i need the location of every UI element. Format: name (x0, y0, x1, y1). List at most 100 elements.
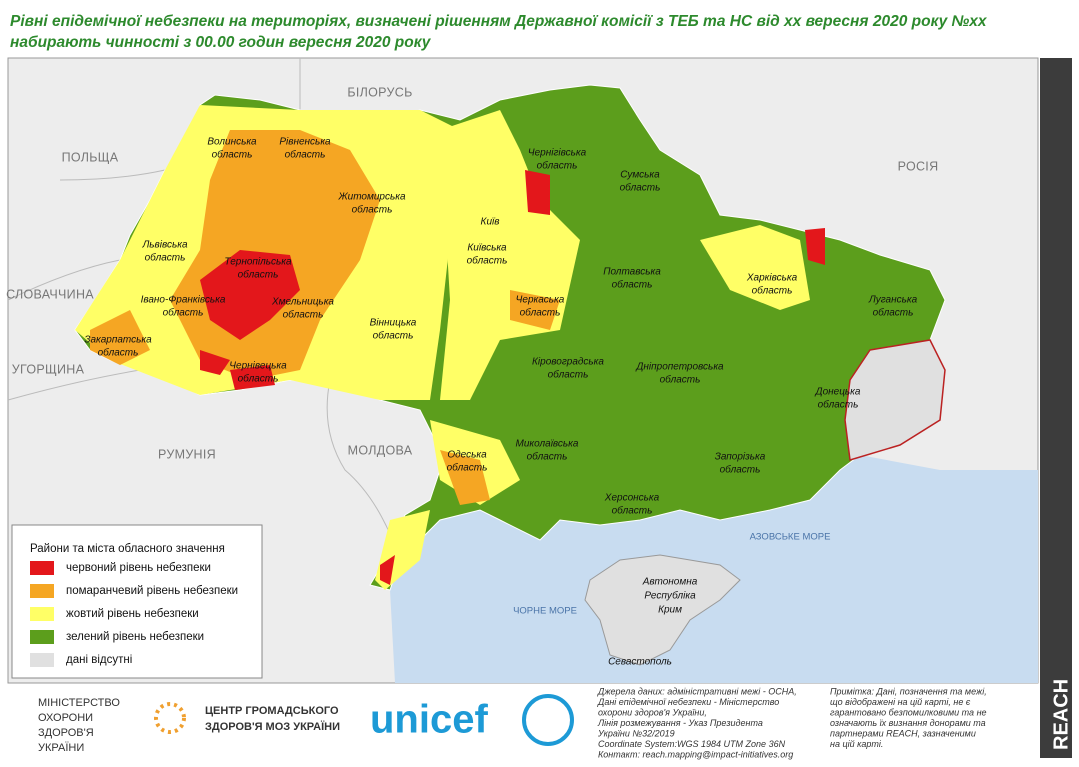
note-line: Примітка: Дані, позначення та межі, (830, 686, 987, 696)
legend-title: Райони та міста обласного значення (30, 543, 225, 555)
legend-label: червоний рівень небезпеки (66, 562, 211, 574)
moz-logo-text: ОХОРОНИ (38, 712, 93, 724)
region-type: область (163, 307, 204, 319)
country-label: БІЛОРУСЬ (347, 85, 412, 99)
region-type: область (612, 279, 653, 291)
region-name: Тернопільська (224, 257, 292, 268)
legend-box (11, 524, 263, 679)
unicef-emblem (522, 694, 574, 746)
legend-label: жовтий рівень небезпеки (66, 608, 199, 620)
region-name: Миколаївська (516, 439, 579, 450)
region-name: Дніпропетровська (635, 362, 724, 373)
legend: Райони та міста обласного значення черво… (11, 524, 263, 679)
region-name: Луганська (868, 295, 918, 306)
note-line: партнерами REACH, зазначеними (830, 728, 976, 738)
region-name: Закарпатська (84, 335, 152, 346)
moz-logo-text: МІНІСТЕРСТВО (38, 697, 120, 709)
country-label: РУМУНІЯ (158, 447, 216, 461)
phc-logo-text: ЦЕНТР ГРОМАДСЬКОГО (205, 705, 339, 717)
region-type: область (98, 347, 139, 359)
phc-logo-text: ЗДОРОВ'Я МОЗ УКРАЇНИ (205, 720, 340, 733)
source-line: охорони здоров'я України, (598, 707, 707, 717)
yellow-zone (700, 225, 810, 310)
region-type: область (818, 399, 859, 411)
source-line: України №32/2019 (597, 728, 675, 738)
region-name: Донецька (815, 387, 861, 398)
legend-swatch (30, 607, 54, 621)
moz-logo-text: ЗДОРОВ'Я (38, 727, 94, 739)
reach-strip (1040, 58, 1072, 758)
source-line: Джерела даних: адміністративні межі - OC… (597, 686, 797, 696)
country-label: ПОЛЬЩА (62, 150, 119, 164)
region-type: область (537, 160, 578, 172)
region-name: Волинська (207, 137, 257, 148)
region-type: область (352, 204, 393, 216)
sources: Джерела даних: адміністративні межі - OC… (597, 686, 797, 759)
region-type: область (467, 255, 508, 267)
region-type: область (238, 269, 279, 281)
reach-logo: REACH (1050, 679, 1072, 750)
legend-label: помаранчевий рівень небезпеки (66, 585, 238, 597)
city-label: Севастополь (608, 657, 672, 668)
region-type: область (373, 330, 414, 342)
region-name: Кіровоградська (532, 357, 604, 368)
crimea-label: Республіка (644, 590, 696, 602)
region-type: область (612, 505, 653, 517)
region-type: область (527, 451, 568, 463)
region-type: область (873, 307, 914, 319)
crimea (584, 554, 741, 666)
region-name: Рівненська (279, 137, 331, 148)
region-name: Сумська (620, 170, 660, 181)
region-type: область (283, 309, 324, 321)
region-name: Вінницька (370, 318, 417, 329)
region-name: Одеська (447, 450, 487, 461)
note-line: що відображені на цій карті, не є (830, 697, 971, 707)
country-label: МОЛДОВА (348, 443, 413, 457)
map-labels: БІЛОРУСЬ ПОЛЬЩА РОСІЯ СЛОВАЧЧИНА УГОРЩИНА РУМ… (6, 85, 938, 667)
yellow-zone (375, 420, 520, 590)
map: БІЛОРУСЬ ПОЛЬЩА РОСІЯ СЛОВАЧЧИНА УГОРЩИНА РУМ… (6, 57, 1039, 684)
footer: МІНІСТЕРСТВО ОХОРОНИ ЗДОРОВ'Я УКРАЇНИ ЦЕ… (38, 686, 987, 759)
source-line: Дані епідемічної небезпеки - Міністерств… (597, 697, 779, 707)
region-type: область (720, 464, 761, 476)
region-name: Чернівецька (229, 361, 287, 372)
orange-zone (90, 290, 560, 505)
region-name: Харківська (746, 273, 798, 284)
region-type: область (212, 149, 253, 161)
region-type: область (548, 369, 589, 381)
country-label: РОСІЯ (898, 159, 939, 173)
no-data-zone (844, 339, 946, 461)
source-line: Контакт: reach.mapping@impact-initiative… (598, 749, 793, 759)
border-line (7, 58, 401, 561)
region-type: область (752, 285, 793, 297)
legend-swatch (30, 584, 54, 598)
region-name: Київ (481, 217, 500, 228)
region-type: область (660, 374, 701, 386)
region-name: Полтавська (603, 267, 661, 278)
region-name: Львівська (141, 240, 188, 251)
region-type: область (285, 149, 326, 161)
legend-swatch (30, 653, 54, 667)
sea-label: АЗОВСЬКЕ МОРЕ (750, 532, 831, 543)
note-line: на цій карті. (830, 739, 883, 749)
region-name: Івано-Франківська (141, 295, 226, 306)
legend-swatch (30, 561, 54, 575)
title-line: набирають чинності з 00.00 годин вересня… (10, 34, 432, 51)
unicef-logo: unicef (370, 698, 488, 742)
region-name: Черкаська (516, 295, 565, 306)
source-line: Coordinate System:WGS 1984 UTM Zone 36N (598, 739, 786, 749)
crimea-label: Автономна (642, 577, 698, 588)
region-type: область (145, 252, 186, 264)
country-label: УГОРЩИНА (12, 362, 85, 376)
country-label: СЛОВАЧЧИНА (6, 287, 94, 301)
note: Примітка: Дані, позначення та межі,що ві… (830, 686, 987, 749)
phc-icon (154, 702, 186, 734)
moz-logo-text: УКРАЇНИ (38, 742, 84, 754)
title-line: Рівні епідемічної небезпеки на територія… (10, 13, 988, 30)
source-line: Лінія розмежування - Указ Президента (597, 718, 763, 728)
crimea-label: Крим (658, 605, 682, 616)
sea-label: ЧОРНЕ МОРЕ (513, 606, 577, 617)
region-name: Херсонська (604, 493, 660, 504)
